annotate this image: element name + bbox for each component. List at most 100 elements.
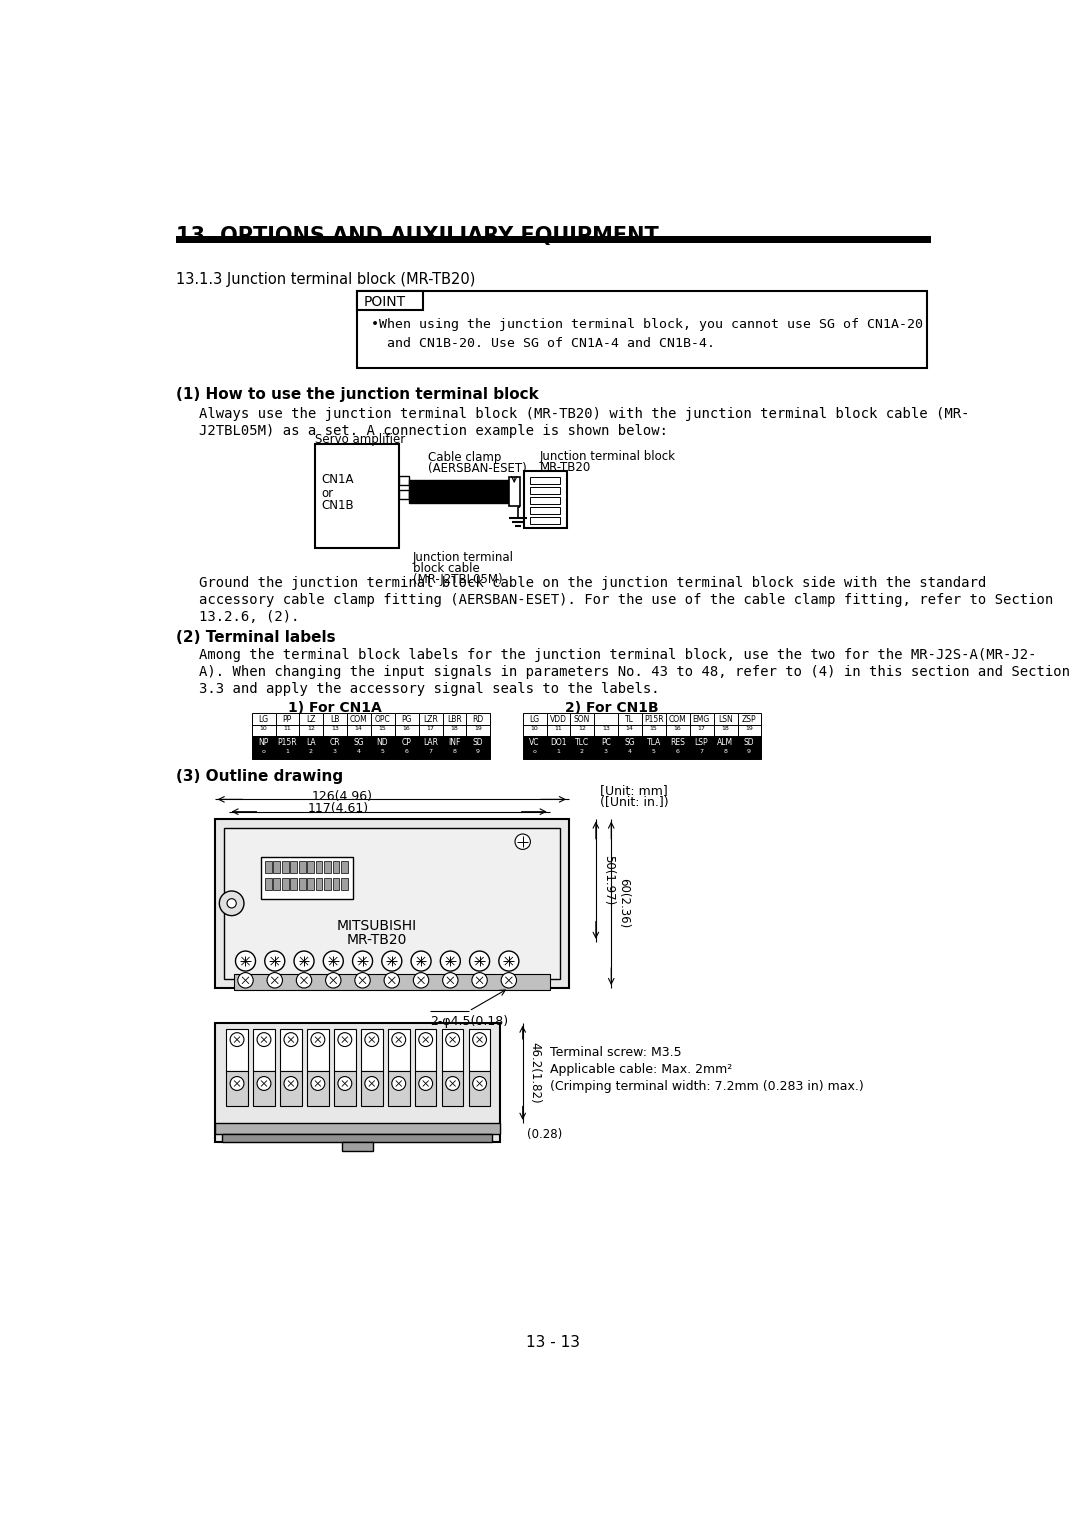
- Bar: [666, 726, 690, 736]
- Text: 1: 1: [556, 749, 561, 755]
- Bar: [388, 1071, 409, 1106]
- Text: 4: 4: [627, 749, 632, 755]
- Bar: [530, 487, 561, 495]
- Text: SG: SG: [624, 738, 635, 747]
- Bar: [395, 714, 419, 726]
- Bar: [395, 736, 419, 749]
- Text: MITSUBISHI: MITSUBISHI: [336, 918, 417, 932]
- Bar: [299, 726, 323, 736]
- Bar: [523, 749, 546, 759]
- Bar: [357, 292, 422, 310]
- Bar: [261, 857, 353, 900]
- Bar: [400, 475, 408, 486]
- Bar: [224, 828, 559, 979]
- Bar: [467, 714, 490, 726]
- Circle shape: [257, 1077, 271, 1091]
- Text: A). When changing the input signals in parameters No. 43 to 48, refer to (4) in : A). When changing the input signals in p…: [200, 665, 1070, 680]
- Text: o: o: [261, 749, 266, 755]
- Text: LAR: LAR: [422, 738, 437, 747]
- Bar: [524, 471, 567, 529]
- Bar: [280, 1028, 301, 1071]
- Circle shape: [230, 1077, 244, 1091]
- Bar: [275, 736, 299, 749]
- Circle shape: [265, 950, 285, 972]
- Circle shape: [284, 1033, 298, 1047]
- Circle shape: [499, 950, 518, 972]
- Text: 2) For CN1B: 2) For CN1B: [565, 701, 659, 715]
- Text: LG: LG: [258, 715, 268, 724]
- Bar: [666, 714, 690, 726]
- Bar: [291, 860, 297, 874]
- Bar: [215, 1022, 500, 1141]
- Bar: [252, 714, 275, 726]
- Circle shape: [446, 1077, 460, 1091]
- Bar: [570, 736, 594, 749]
- Bar: [642, 726, 666, 736]
- Bar: [341, 879, 348, 891]
- Bar: [265, 860, 272, 874]
- Text: CN1B: CN1B: [321, 500, 353, 512]
- Text: (1) How to use the junction terminal block: (1) How to use the junction terminal blo…: [176, 388, 539, 402]
- Text: CR: CR: [329, 738, 340, 747]
- Bar: [347, 736, 372, 749]
- Bar: [388, 1028, 409, 1071]
- Text: DO1: DO1: [550, 738, 566, 747]
- Bar: [714, 736, 738, 749]
- Circle shape: [419, 1077, 433, 1091]
- Bar: [372, 736, 395, 749]
- Text: 18: 18: [721, 726, 729, 732]
- Text: TLC: TLC: [575, 738, 589, 747]
- Text: 5: 5: [651, 749, 656, 755]
- Text: 11: 11: [554, 726, 562, 732]
- Bar: [594, 749, 618, 759]
- Text: SG: SG: [353, 738, 364, 747]
- Bar: [273, 879, 280, 891]
- Bar: [738, 726, 761, 736]
- Circle shape: [470, 950, 489, 972]
- Text: 8: 8: [724, 749, 727, 755]
- Bar: [252, 736, 275, 749]
- Bar: [714, 749, 738, 759]
- Text: 19: 19: [474, 726, 482, 732]
- Text: P15R: P15R: [278, 738, 297, 747]
- Text: Cable clamp: Cable clamp: [428, 451, 501, 465]
- Bar: [347, 749, 372, 759]
- Text: LBR: LBR: [447, 715, 461, 724]
- Circle shape: [238, 973, 253, 989]
- Circle shape: [443, 973, 458, 989]
- Text: J2TBL05M) as a set. A connection example is shown below:: J2TBL05M) as a set. A connection example…: [200, 423, 669, 437]
- Text: SD: SD: [744, 738, 755, 747]
- Text: CN1A: CN1A: [321, 472, 353, 486]
- Text: 15: 15: [379, 726, 387, 732]
- Bar: [442, 1071, 463, 1106]
- Text: LB: LB: [330, 715, 339, 724]
- Bar: [252, 726, 275, 736]
- Bar: [546, 736, 570, 749]
- Circle shape: [382, 950, 402, 972]
- Bar: [280, 1071, 301, 1106]
- Bar: [419, 726, 443, 736]
- Text: 14: 14: [354, 726, 363, 732]
- Bar: [642, 736, 666, 749]
- Text: ([Unit: in.]): ([Unit: in.]): [599, 796, 669, 810]
- Text: 10: 10: [530, 726, 538, 732]
- Text: PP: PP: [283, 715, 292, 724]
- Bar: [666, 749, 690, 759]
- Bar: [265, 879, 272, 891]
- Bar: [324, 860, 330, 874]
- Bar: [546, 749, 570, 759]
- Text: 15: 15: [650, 726, 658, 732]
- Circle shape: [446, 1033, 460, 1047]
- Circle shape: [267, 973, 283, 989]
- Text: INF: INF: [448, 738, 460, 747]
- Bar: [372, 749, 395, 759]
- Bar: [333, 860, 339, 874]
- Text: 7: 7: [700, 749, 703, 755]
- Bar: [252, 749, 275, 759]
- Text: SON: SON: [573, 715, 590, 724]
- Bar: [395, 726, 419, 736]
- Bar: [226, 1071, 247, 1106]
- Text: Junction terminal: Junction terminal: [413, 552, 514, 564]
- Text: 3: 3: [604, 749, 608, 755]
- Text: 14: 14: [625, 726, 634, 732]
